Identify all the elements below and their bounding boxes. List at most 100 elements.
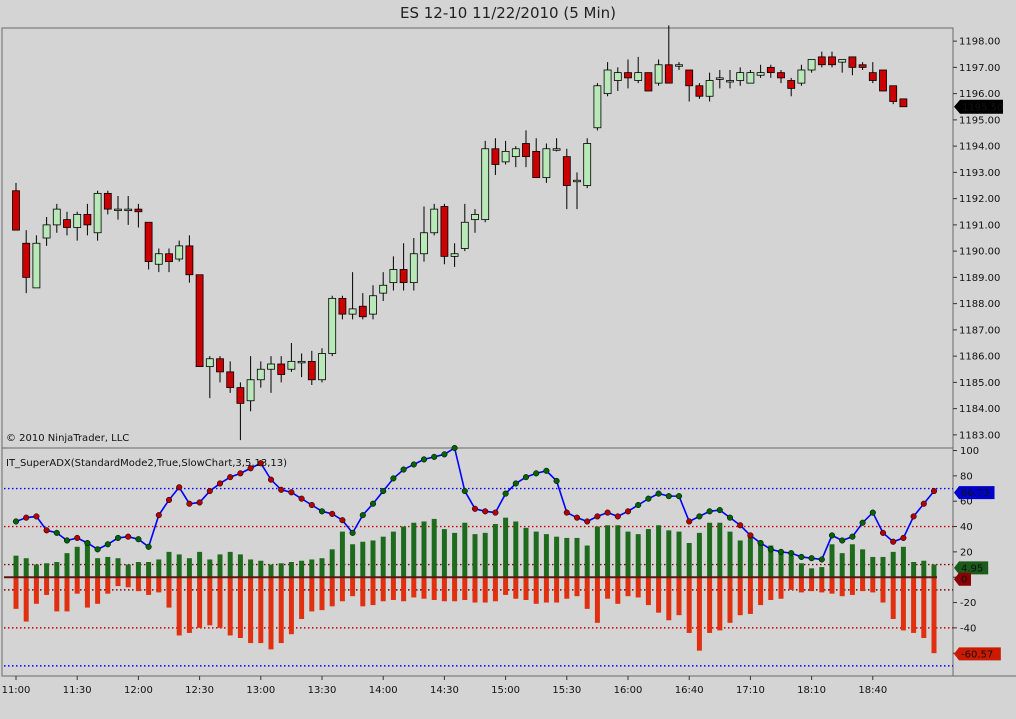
price-tick-label: 1189.00 bbox=[959, 273, 1000, 284]
candle-down bbox=[491, 148, 500, 165]
histogram-bar-positive bbox=[95, 558, 101, 578]
adx-dot bbox=[716, 507, 723, 514]
candle-down bbox=[562, 156, 571, 186]
histogram-bar-negative bbox=[931, 577, 937, 654]
histogram-bar-negative bbox=[788, 577, 794, 590]
candle-down bbox=[848, 56, 857, 68]
histogram-bar-negative bbox=[900, 577, 906, 631]
histogram-bar-negative bbox=[23, 577, 29, 622]
candle-down bbox=[63, 219, 71, 228]
candle-down bbox=[12, 190, 20, 231]
candle-up bbox=[32, 242, 41, 289]
histogram-bar-positive bbox=[186, 558, 192, 578]
histogram-bar-positive bbox=[207, 559, 213, 578]
histogram-bar-negative bbox=[135, 577, 141, 592]
histogram-bar-negative bbox=[717, 577, 723, 631]
adx-dot bbox=[635, 501, 642, 509]
histogram-bar-positive bbox=[513, 521, 519, 578]
histogram-bar-positive bbox=[686, 543, 692, 578]
histogram-bar-negative bbox=[890, 577, 896, 619]
histogram-bar-negative bbox=[849, 577, 855, 595]
histogram-bar-positive bbox=[380, 536, 386, 578]
histogram-bar-positive bbox=[635, 534, 641, 578]
histogram-bar-negative bbox=[166, 577, 172, 608]
histogram-bar-positive bbox=[900, 546, 906, 578]
value-label-text: -60.57 bbox=[961, 649, 993, 660]
histogram-bar-positive bbox=[217, 554, 223, 578]
histogram-bar-negative bbox=[727, 577, 733, 623]
adx-dot bbox=[879, 529, 887, 536]
histogram-bar-positive bbox=[248, 559, 254, 578]
adx-dot bbox=[33, 513, 40, 520]
adx-dot bbox=[696, 513, 703, 520]
histogram-bar-positive bbox=[809, 568, 815, 578]
adx-dot bbox=[726, 514, 734, 521]
histogram-bar-positive bbox=[44, 563, 50, 578]
histogram-bar-negative bbox=[197, 577, 203, 628]
candle-down bbox=[787, 80, 796, 89]
candle-up bbox=[114, 208, 122, 212]
histogram-bar-negative bbox=[370, 577, 376, 606]
adx-dot bbox=[359, 512, 366, 519]
time-tick-label: 14:00 bbox=[369, 685, 398, 696]
histogram-bar-negative bbox=[584, 577, 590, 609]
histogram-bar-positive bbox=[860, 549, 866, 578]
histogram-bar-negative bbox=[74, 577, 80, 594]
histogram-bar-positive bbox=[268, 564, 274, 578]
histogram-bar-positive bbox=[33, 564, 39, 578]
adx-dot bbox=[594, 513, 601, 520]
adx-dot bbox=[533, 470, 540, 477]
adx-dot bbox=[563, 509, 570, 516]
histogram-bar-positive bbox=[74, 546, 80, 578]
candle-down bbox=[817, 56, 826, 66]
candle-down bbox=[83, 213, 92, 226]
candle-up bbox=[654, 64, 663, 84]
histogram-bar-negative bbox=[411, 577, 417, 598]
candle-up bbox=[389, 269, 398, 284]
histogram-bar-negative bbox=[543, 577, 549, 603]
histogram-bar-negative bbox=[309, 577, 315, 612]
histogram-bar-positive bbox=[309, 559, 315, 578]
adx-dot bbox=[706, 508, 713, 515]
time-tick-label: 15:00 bbox=[491, 685, 520, 696]
candle-down bbox=[103, 192, 112, 210]
adx-dot bbox=[461, 488, 468, 495]
candle-down bbox=[440, 206, 449, 257]
time-tick-label: 14:30 bbox=[430, 685, 459, 696]
candle-up bbox=[634, 72, 643, 81]
histogram-bar-positive bbox=[533, 531, 539, 578]
adx-dot bbox=[910, 513, 917, 520]
adx-dot bbox=[900, 534, 907, 541]
candle-up bbox=[430, 208, 439, 234]
value-label-marker bbox=[954, 572, 971, 586]
histogram-bar-negative bbox=[635, 577, 641, 598]
histogram-bar-negative bbox=[615, 577, 621, 604]
histogram-bar-negative bbox=[809, 577, 815, 592]
histogram-bar-negative bbox=[574, 577, 580, 597]
adx-dot bbox=[777, 548, 785, 555]
candle-up bbox=[369, 295, 377, 315]
histogram-bar-positive bbox=[503, 517, 509, 578]
histogram-bar-negative bbox=[625, 577, 631, 597]
histogram-bar-negative bbox=[819, 577, 825, 593]
adx-dot bbox=[737, 522, 744, 529]
price-tick-label: 1193.00 bbox=[959, 168, 1000, 179]
histogram-bar-negative bbox=[146, 577, 152, 595]
histogram-bar-negative bbox=[431, 577, 437, 600]
adx-dot bbox=[237, 470, 244, 477]
adx-dot bbox=[686, 518, 693, 525]
histogram-bar-negative bbox=[829, 577, 835, 594]
price-tick-label: 1184.00 bbox=[959, 404, 1000, 415]
candle-up bbox=[603, 69, 612, 95]
histogram-bar-positive bbox=[135, 562, 141, 578]
histogram-bar-positive bbox=[278, 563, 284, 578]
histogram-bar-positive bbox=[299, 560, 305, 578]
histogram-bar-negative bbox=[33, 577, 39, 604]
histogram-bar-positive bbox=[360, 541, 366, 578]
adx-dot bbox=[288, 489, 295, 496]
candle-up bbox=[705, 80, 714, 97]
candle-down bbox=[889, 85, 898, 102]
histogram-bar-negative bbox=[350, 577, 356, 597]
adx-dot bbox=[74, 534, 81, 541]
candle-up bbox=[715, 77, 724, 80]
